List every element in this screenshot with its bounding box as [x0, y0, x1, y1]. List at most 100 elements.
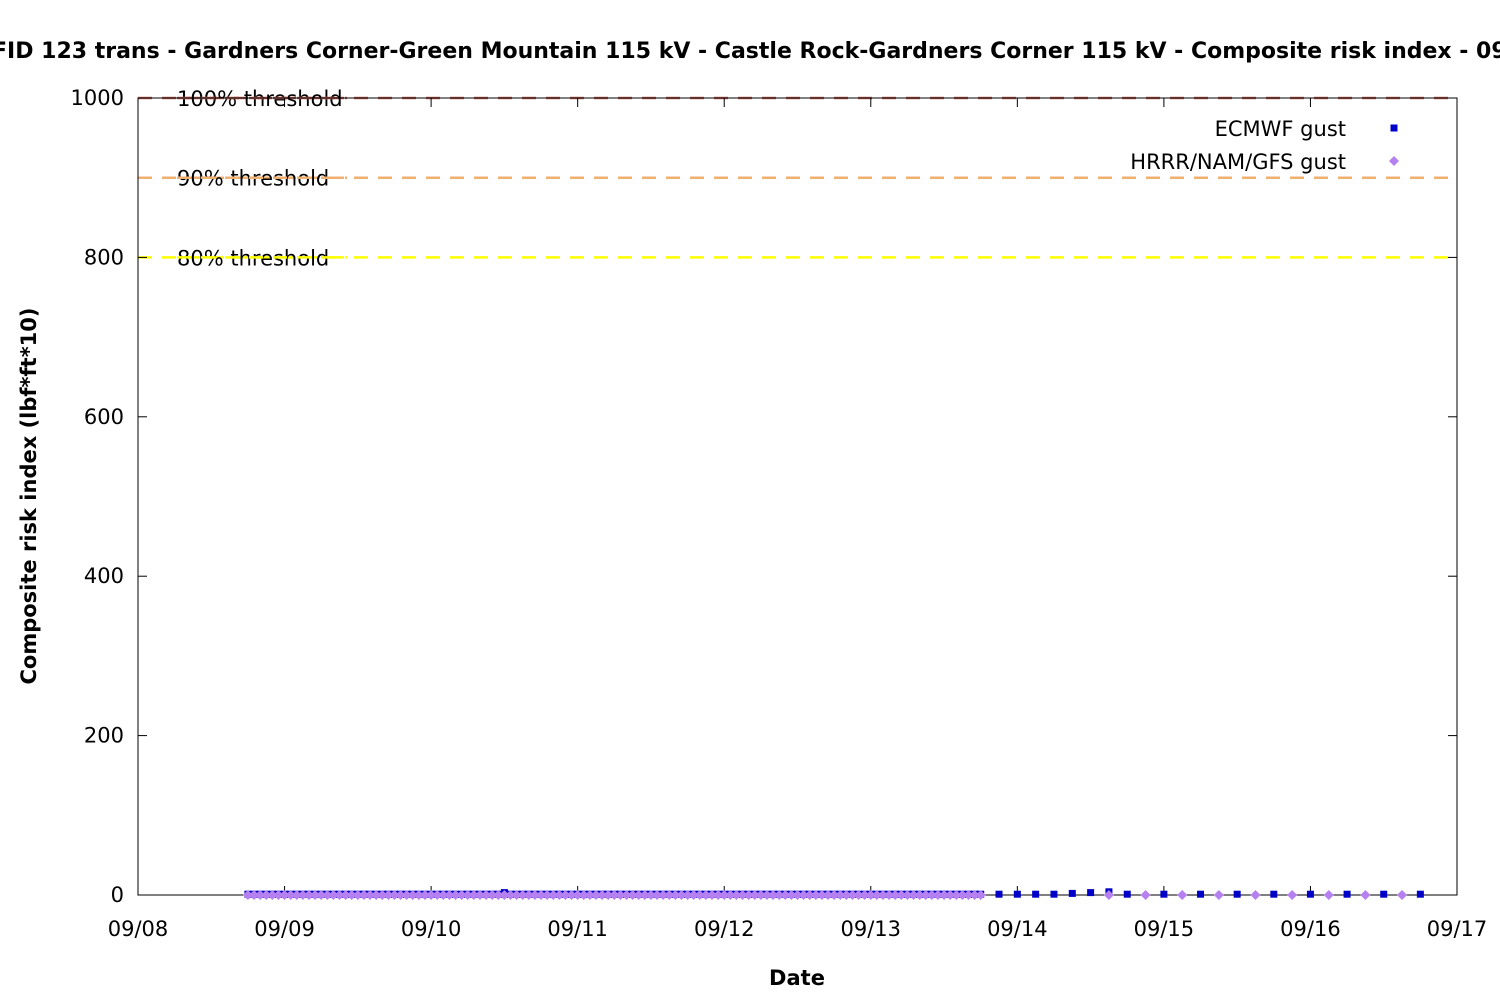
- data-point: [871, 890, 882, 900]
- data-point: [1360, 890, 1371, 900]
- y-tick-label: 800: [84, 245, 124, 269]
- data-point: [761, 890, 772, 900]
- data-point: [560, 890, 571, 900]
- data-point: [529, 890, 540, 900]
- data-point: [474, 890, 485, 900]
- data-point: [438, 890, 449, 900]
- data-point: [926, 890, 937, 900]
- data-point: [1140, 890, 1151, 900]
- data-point: [261, 890, 272, 900]
- data-point: [1213, 890, 1224, 900]
- data-point: [847, 890, 858, 900]
- data-point: [340, 890, 351, 900]
- data-point: [768, 890, 779, 900]
- data-point: [395, 890, 406, 900]
- x-tick-label: 09/16: [1280, 917, 1341, 941]
- x-tick-label: 09/14: [987, 917, 1048, 941]
- data-point: [584, 890, 595, 900]
- x-tick-label: 09/08: [108, 917, 169, 941]
- data-point: [865, 890, 876, 900]
- y-tick-label: 200: [84, 724, 124, 748]
- data-point: [1160, 890, 1168, 898]
- data-point: [731, 890, 742, 900]
- data-point: [841, 890, 852, 900]
- data-point: [328, 890, 339, 900]
- data-point: [737, 890, 748, 900]
- legend: ECMWF gust HRRR/NAM/GFS gust: [1130, 117, 1399, 174]
- data-point: [1177, 890, 1188, 900]
- data-point: [719, 890, 730, 900]
- data-point: [505, 890, 516, 900]
- data-point: [444, 890, 455, 900]
- data-point: [1380, 890, 1388, 898]
- data-point: [969, 890, 980, 900]
- data-point: [249, 890, 260, 900]
- data-point: [700, 890, 711, 900]
- data-point: [743, 890, 754, 900]
- data-point: [255, 890, 266, 900]
- chart-title: FID 123 trans - Gardners Corner-Green Mo…: [0, 39, 1500, 64]
- data-point: [713, 890, 724, 900]
- data-point: [1389, 156, 1399, 166]
- data-point: [334, 890, 345, 900]
- data-point: [621, 890, 632, 900]
- data-point: [407, 890, 418, 900]
- data-point: [798, 890, 809, 900]
- data-point: [639, 890, 650, 900]
- data-point: [920, 890, 931, 900]
- data-point: [786, 890, 797, 900]
- data-point: [1323, 890, 1334, 900]
- y-tick-label: 0: [111, 883, 124, 907]
- x-axis: 09/08 09/09 09/10 09/11 09/12 09/13 09/14 09/15…: [108, 98, 1487, 941]
- data-point: [1416, 890, 1424, 898]
- data-point: [658, 890, 669, 900]
- data-point: [1343, 890, 1351, 898]
- data-point: [1050, 890, 1058, 898]
- data-point: [456, 890, 467, 900]
- data-point: [523, 890, 534, 900]
- data-point: [945, 890, 956, 900]
- data-point: [377, 890, 388, 900]
- data-point: [749, 890, 760, 900]
- data-point: [780, 890, 791, 900]
- legend-label: HRRR/NAM/GFS gust: [1130, 150, 1346, 174]
- y-axis-label: Composite risk index (lbf*ft*10): [17, 307, 41, 684]
- data-point: [1287, 890, 1298, 900]
- data-point: [1233, 890, 1241, 898]
- legend-label: ECMWF gust: [1215, 117, 1346, 141]
- data-point: [1390, 124, 1398, 132]
- data-point: [1306, 890, 1314, 898]
- data-point: [645, 890, 656, 900]
- data-point: [932, 890, 943, 900]
- data-point: [804, 890, 815, 900]
- data-point: [493, 890, 504, 900]
- series-hrrr-nam-gfs-gust: [242, 890, 1408, 900]
- data-point: [603, 890, 614, 900]
- x-axis-label: Date: [769, 966, 825, 990]
- data-point: [1013, 890, 1021, 898]
- data-point: [755, 890, 766, 900]
- data-point: [902, 890, 913, 900]
- data-point: [652, 890, 663, 900]
- data-point: [450, 890, 461, 900]
- plot-frame: [137, 97, 1458, 896]
- data-point: [1250, 890, 1261, 900]
- y-tick-label: 600: [84, 405, 124, 429]
- data-point: [995, 890, 1003, 898]
- data-point: [481, 890, 492, 900]
- data-point: [566, 890, 577, 900]
- data-point: [1123, 890, 1131, 898]
- data-point: [542, 890, 553, 900]
- data-point: [816, 890, 827, 900]
- data-point: [572, 890, 583, 900]
- data-point: [383, 890, 394, 900]
- data-point: [1103, 890, 1114, 900]
- data-point: [285, 890, 296, 900]
- data-point: [670, 890, 681, 900]
- data-point: [908, 890, 919, 900]
- data-point: [884, 890, 895, 900]
- data-point: [609, 890, 620, 900]
- data-point: [242, 890, 253, 900]
- data-point: [279, 890, 290, 900]
